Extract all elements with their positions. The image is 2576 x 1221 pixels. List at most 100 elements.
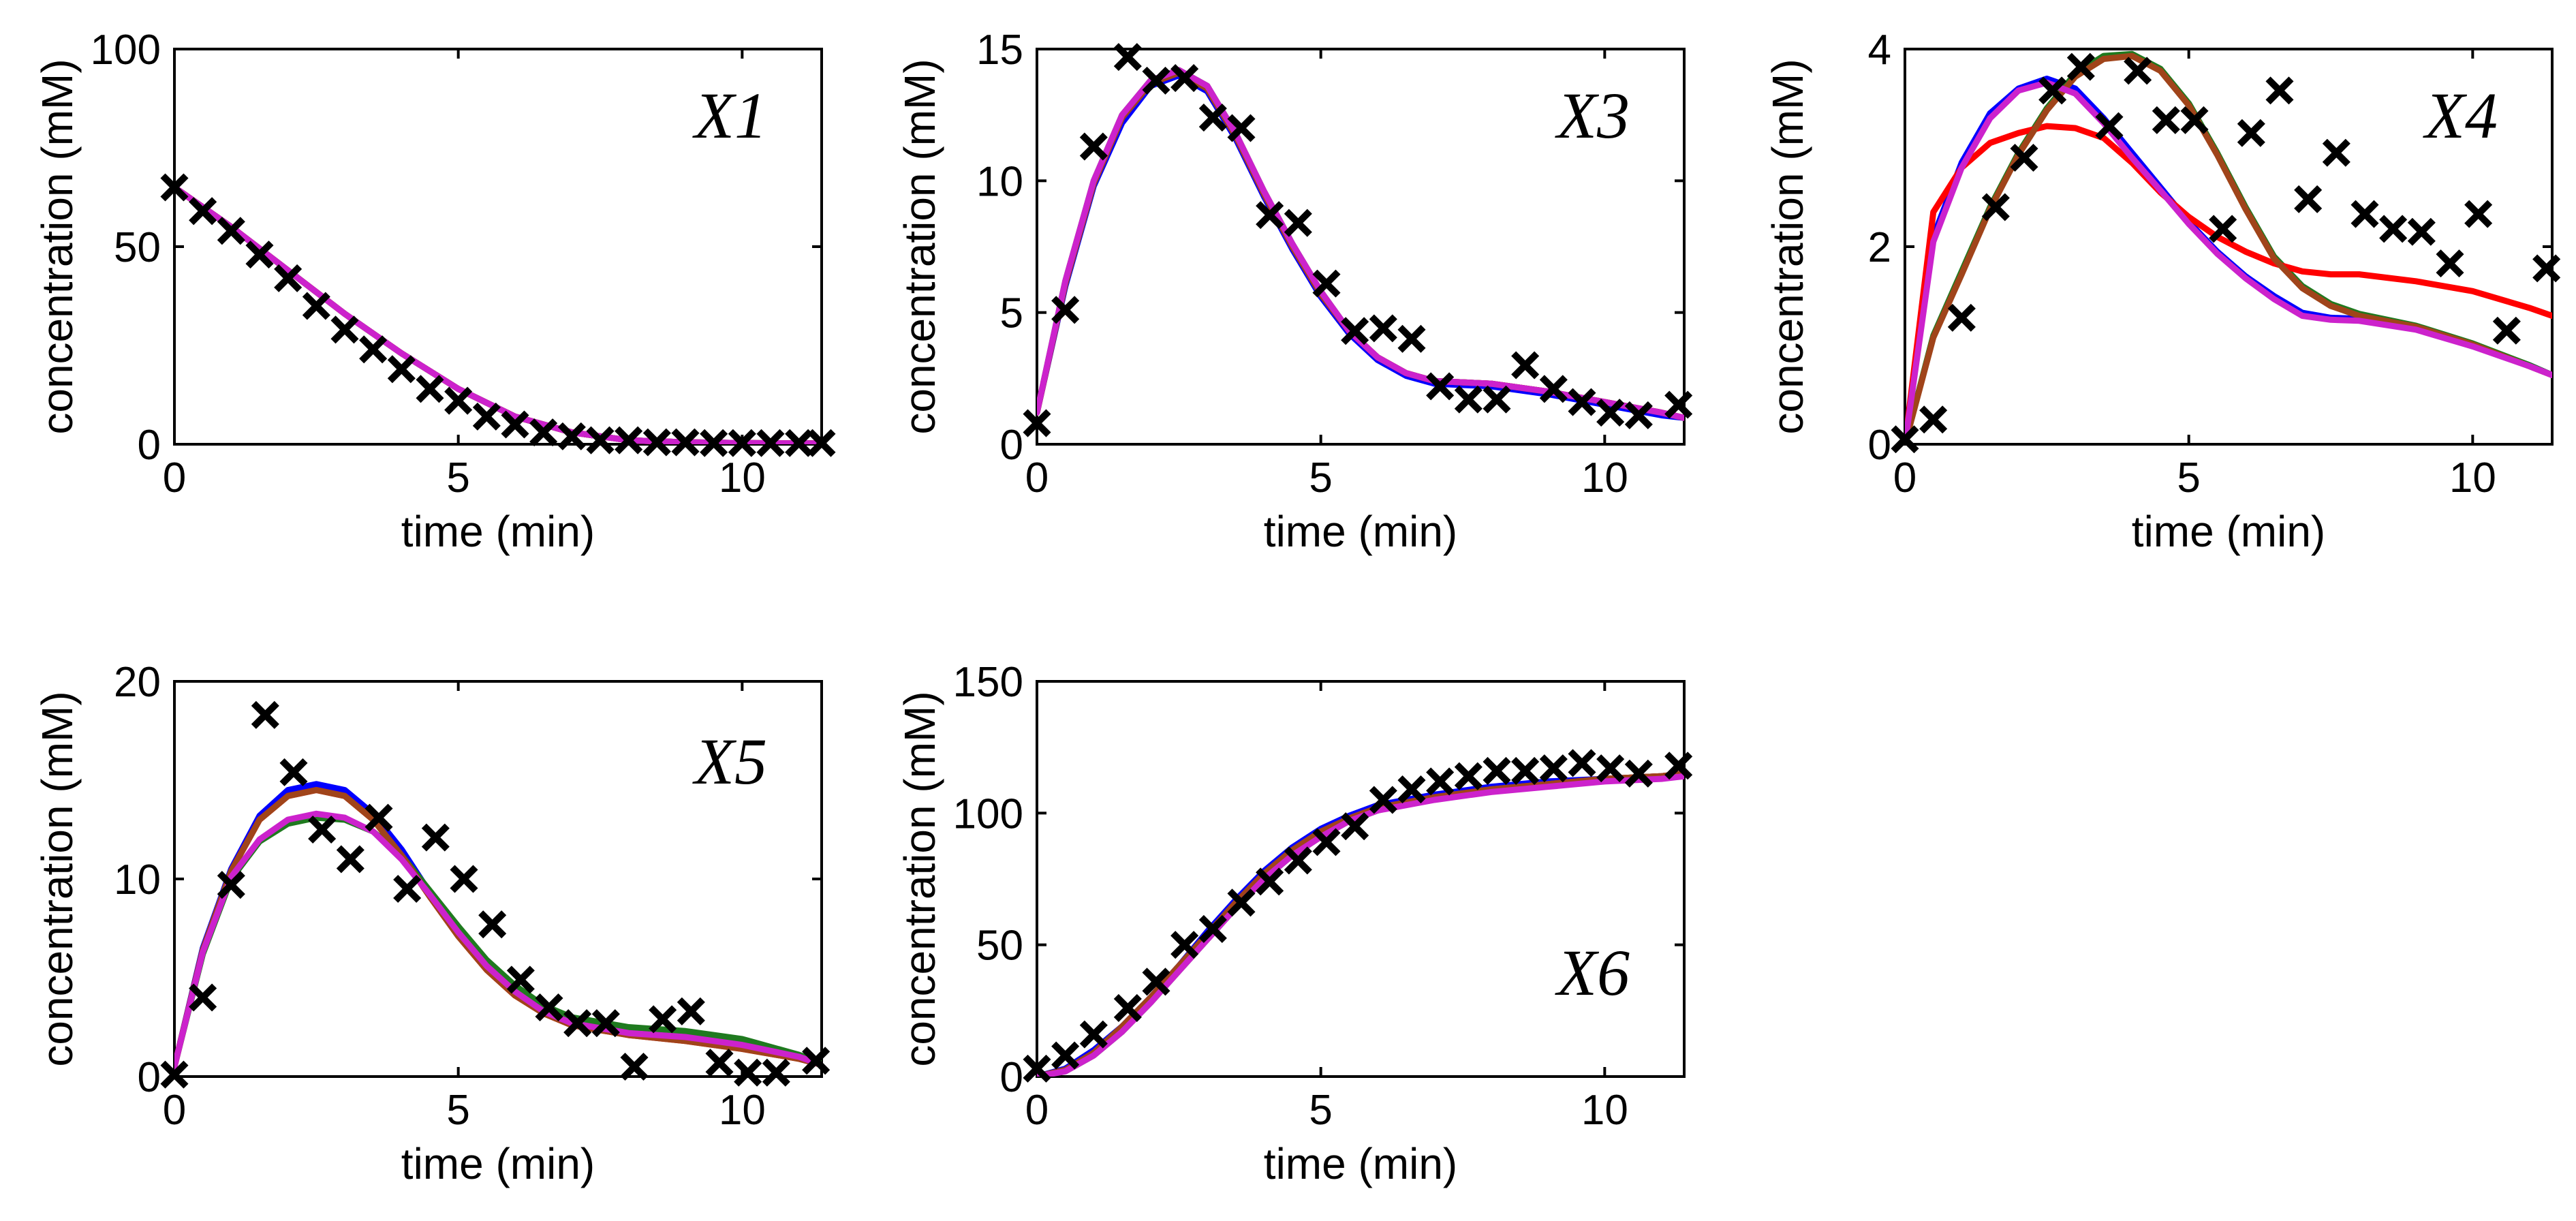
data-point <box>620 1052 649 1081</box>
x-tick-label: 10 <box>719 1087 766 1134</box>
data-point <box>1919 405 1948 434</box>
data-point <box>217 217 245 245</box>
data-point <box>444 386 473 415</box>
data-point <box>591 1009 620 1038</box>
panel-x5: 0 5 10 0 10 20 time (min) concentration (mM) X5 <box>33 659 831 1188</box>
data-point <box>2265 76 2294 105</box>
data-point <box>1284 846 1312 875</box>
y-tick-label: 100 <box>91 27 161 74</box>
data-point <box>1511 756 1540 786</box>
y-tick-label: 0 <box>1000 422 1023 469</box>
y-tick-label: 0 <box>1000 1054 1023 1101</box>
data-point <box>279 758 308 786</box>
data-point <box>557 422 586 450</box>
data-point <box>2492 316 2521 345</box>
x-axis-label: time (min) <box>2132 507 2325 556</box>
data-point <box>756 429 785 457</box>
data-point <box>1568 749 1596 777</box>
data-point <box>189 197 217 226</box>
series-line-brown <box>1905 52 2552 444</box>
y-tick-label: 10 <box>114 856 161 903</box>
x-axis-label: time (min) <box>401 507 595 556</box>
data-point <box>1051 1041 1080 1070</box>
data-point <box>1369 314 1397 343</box>
data-point <box>1426 372 1455 401</box>
data-point <box>2152 106 2180 134</box>
data-point <box>1051 296 1080 324</box>
data-point <box>308 815 337 844</box>
data-point <box>1426 767 1455 796</box>
y-tick-label: 0 <box>138 1054 161 1101</box>
data-point <box>700 429 728 457</box>
series-group <box>1905 50 2552 444</box>
data-point <box>1170 63 1199 93</box>
y-tick-label: 2 <box>1868 224 1891 271</box>
data-point <box>1341 317 1369 345</box>
data-point <box>1568 388 1596 416</box>
data-point <box>1079 132 1108 161</box>
data-point <box>217 871 245 899</box>
data-point <box>2038 76 2067 105</box>
data-point <box>1596 754 1625 783</box>
data-point <box>160 1060 189 1089</box>
data-point <box>1981 193 2010 221</box>
data-point <box>615 426 643 454</box>
data-point <box>785 429 813 457</box>
data-point <box>1664 390 1693 419</box>
data-point <box>1341 812 1369 841</box>
x-tick-label: 5 <box>446 454 469 501</box>
y-tick-label: 15 <box>976 27 1023 74</box>
data-point <box>336 845 364 874</box>
data-point <box>2407 217 2436 246</box>
data-point <box>2209 215 2237 243</box>
axes-frame <box>1036 680 1686 1078</box>
data-point <box>1113 993 1142 1023</box>
data-point <box>1483 756 1511 786</box>
data-points <box>1023 749 1693 1083</box>
x-tick-label: 10 <box>719 454 766 501</box>
data-point <box>245 241 274 269</box>
y-tick-label: 10 <box>976 158 1023 205</box>
panel-title: X5 <box>692 725 767 798</box>
data-point <box>1198 914 1227 944</box>
y-tick-label: 50 <box>114 224 161 271</box>
y-axis-label: concentration (mM) <box>895 59 944 434</box>
data-points <box>160 700 831 1089</box>
data-point <box>2322 138 2350 167</box>
data-point <box>1511 351 1540 380</box>
panel-title: X6 <box>1554 936 1630 1009</box>
data-point <box>807 429 836 457</box>
data-point <box>1539 375 1568 403</box>
data-point <box>2095 112 2124 140</box>
series-line-magenta <box>174 810 822 1070</box>
data-point <box>2124 57 2152 85</box>
x-tick-label: 5 <box>1309 454 1332 501</box>
data-point <box>1227 888 1256 917</box>
data-point <box>359 335 388 364</box>
data-point <box>1113 43 1142 72</box>
data-point <box>478 910 507 939</box>
data-point <box>535 993 563 1022</box>
y-tick-label: 4 <box>1868 27 1891 74</box>
panel-title: X1 <box>692 79 767 152</box>
x-axis-label: time (min) <box>401 1139 595 1188</box>
x-axis-label: time (min) <box>1264 507 1457 556</box>
data-point <box>802 1047 831 1075</box>
x-tick-label: 5 <box>2177 454 2200 501</box>
data-point <box>416 375 444 403</box>
data-point <box>2066 52 2095 81</box>
data-point <box>2532 254 2561 283</box>
data-point <box>1369 786 1397 814</box>
data-point <box>1397 775 1426 804</box>
data-point <box>2010 143 2038 172</box>
data-point <box>1142 968 1170 996</box>
y-tick-label: 50 <box>976 923 1023 970</box>
data-point <box>705 1049 734 1077</box>
series-line-red <box>1905 123 2552 444</box>
data-point <box>677 997 705 1025</box>
data-point <box>450 865 478 893</box>
y-tick-label: 150 <box>953 659 1023 706</box>
data-point <box>1624 401 1653 430</box>
